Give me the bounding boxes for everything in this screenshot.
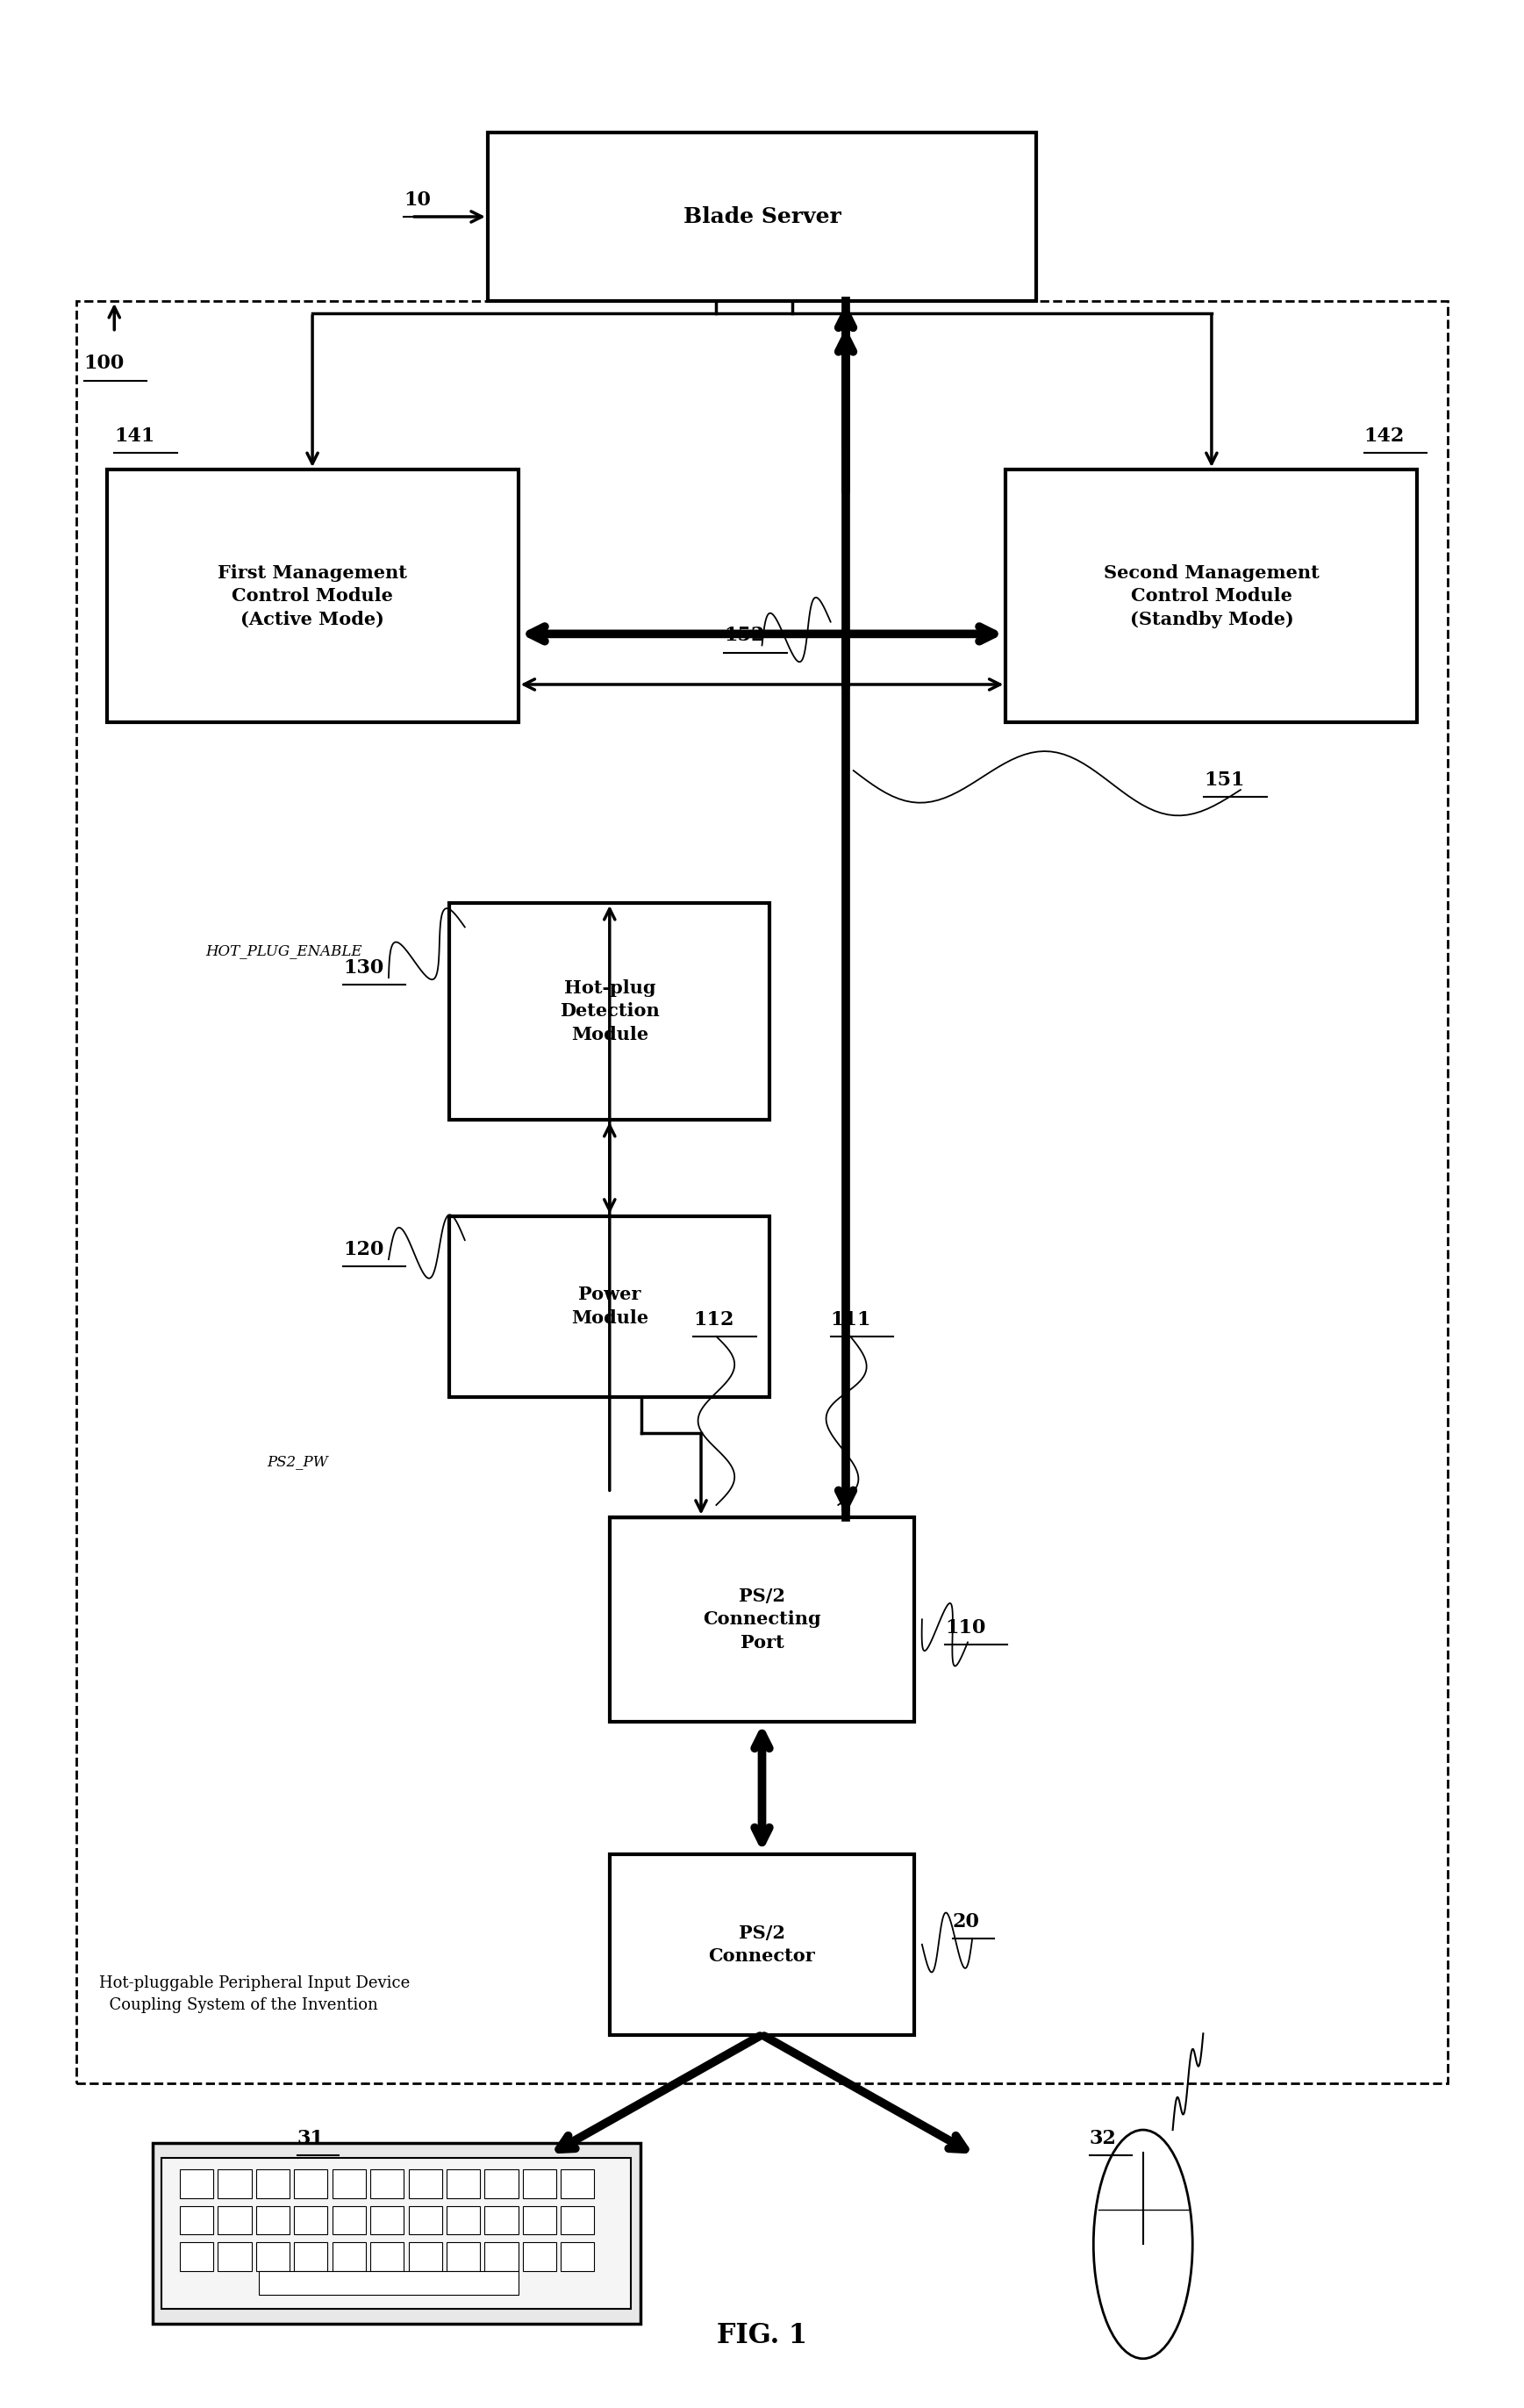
Text: 112: 112	[693, 1310, 735, 1329]
Bar	[485, 2206, 518, 2235]
Text: Hot-pluggable Peripheral Input Device
  Coupling System of the Invention: Hot-pluggable Peripheral Input Device Co…	[99, 1975, 410, 2013]
Bar	[294, 2170, 328, 2199]
Bar	[485, 2242, 518, 2271]
Bar	[332, 2206, 366, 2235]
Bar	[610, 1517, 914, 1722]
Ellipse shape	[1094, 2129, 1193, 2360]
Text: HOT_PLUG_ENABLE: HOT_PLUG_ENABLE	[206, 944, 363, 958]
Bar	[447, 2170, 480, 2199]
Text: 10: 10	[404, 190, 431, 209]
Text: FIG. 1: FIG. 1	[716, 2321, 808, 2350]
Text: 130: 130	[343, 958, 384, 978]
Bar	[76, 301, 1448, 2083]
Bar	[408, 2170, 442, 2199]
Bar	[561, 2206, 594, 2235]
Bar	[1006, 470, 1417, 722]
Text: 31: 31	[297, 2129, 325, 2148]
Text: PS/2
Connecting
Port: PS/2 Connecting Port	[703, 1587, 821, 1652]
Bar	[523, 2170, 556, 2199]
Bar	[447, 2242, 480, 2271]
Bar	[180, 2242, 213, 2271]
Text: Blade Server: Blade Server	[683, 207, 841, 226]
Text: 111: 111	[831, 1310, 872, 1329]
Bar	[370, 2170, 404, 2199]
Bar	[561, 2170, 594, 2199]
Bar	[180, 2170, 213, 2199]
Bar	[485, 2170, 518, 2199]
Bar	[259, 2271, 518, 2295]
Bar	[523, 2206, 556, 2235]
Bar	[523, 2242, 556, 2271]
Text: Hot-plug
Detection
Module: Hot-plug Detection Module	[559, 980, 660, 1043]
Bar	[488, 132, 1036, 301]
Bar	[561, 2242, 594, 2271]
Bar	[370, 2242, 404, 2271]
Bar	[332, 2242, 366, 2271]
Text: 141: 141	[114, 426, 155, 445]
Text: 120: 120	[343, 1240, 384, 1259]
Bar	[408, 2242, 442, 2271]
Text: Second Management
Control Module
(Standby Mode): Second Management Control Module (Standb…	[1103, 563, 1320, 628]
Bar	[256, 2242, 290, 2271]
Text: 152: 152	[724, 626, 765, 645]
Text: Power
Module: Power Module	[572, 1286, 648, 1327]
Bar	[450, 1216, 770, 1397]
Bar	[218, 2206, 251, 2235]
Bar	[218, 2170, 251, 2199]
Bar	[180, 2206, 213, 2235]
Text: PS/2
Connector: PS/2 Connector	[709, 1924, 815, 1965]
Bar	[256, 2170, 290, 2199]
Text: 20: 20	[952, 1912, 980, 1931]
Bar	[370, 2206, 404, 2235]
Text: 110: 110	[945, 1618, 986, 1637]
Text: 142: 142	[1364, 426, 1405, 445]
Text: PS2_PW: PS2_PW	[267, 1454, 328, 1469]
Bar	[294, 2206, 328, 2235]
Bar	[256, 2206, 290, 2235]
Text: 100: 100	[84, 354, 125, 373]
Bar	[610, 1854, 914, 2035]
Bar	[447, 2206, 480, 2235]
Bar	[332, 2170, 366, 2199]
Bar	[450, 903, 770, 1120]
Bar	[152, 2143, 640, 2324]
Bar	[218, 2242, 251, 2271]
Text: First Management
Control Module
(Active Mode): First Management Control Module (Active …	[218, 563, 407, 628]
Bar	[294, 2242, 328, 2271]
Bar	[408, 2206, 442, 2235]
Text: 32: 32	[1090, 2129, 1117, 2148]
Text: 151: 151	[1204, 771, 1245, 790]
Bar	[107, 470, 518, 722]
Bar	[162, 2158, 631, 2309]
